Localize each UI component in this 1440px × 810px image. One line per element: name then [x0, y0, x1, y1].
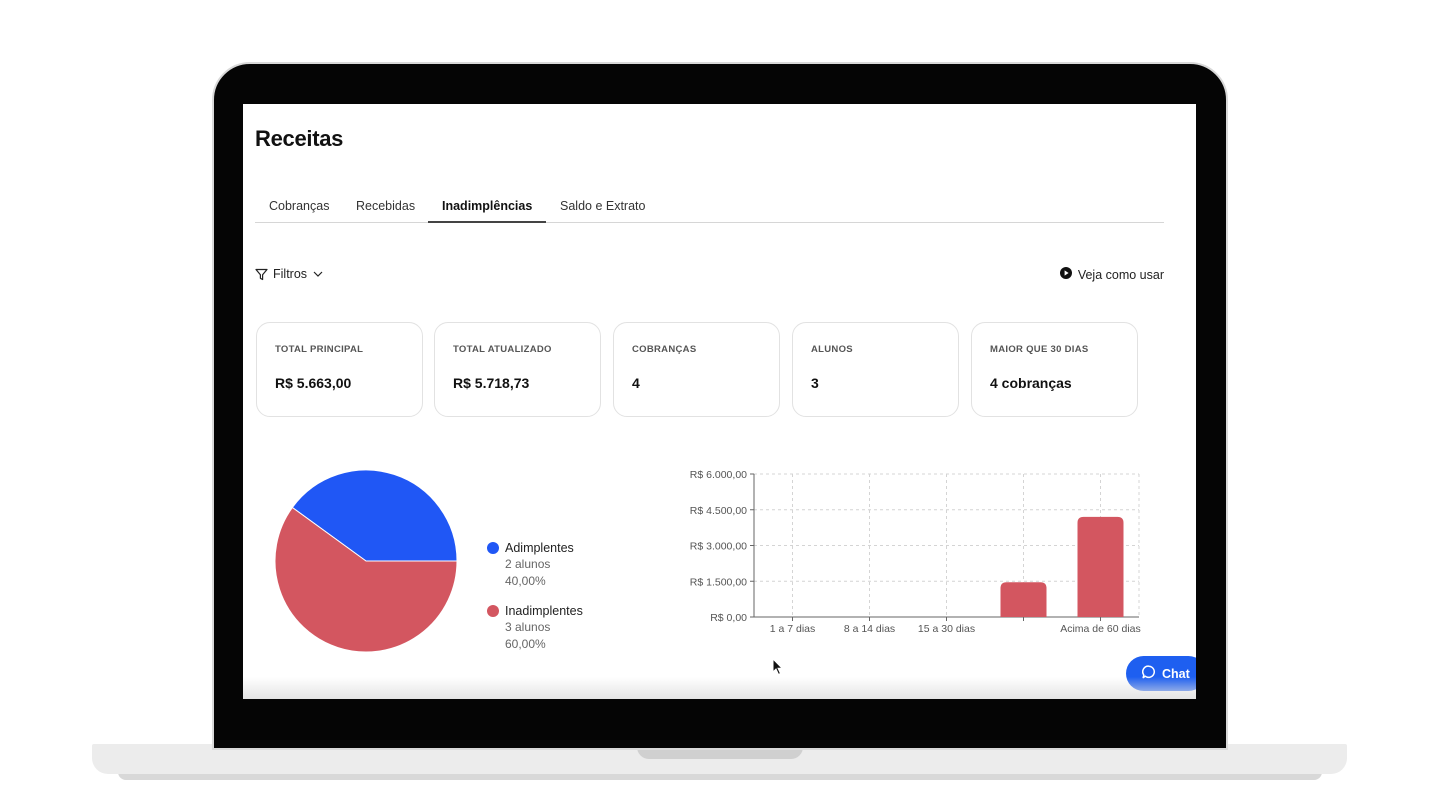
legend-item-adimplentes: Adimplentes 2 alunos 40,00%: [487, 540, 583, 590]
legend-name: Inadimplentes: [505, 604, 583, 618]
laptop-base-shadow: [118, 772, 1322, 780]
card-value: 4 cobranças: [990, 375, 1072, 391]
card-total-principal: TOTAL PRINCIPAL R$ 5.663,00: [256, 322, 423, 417]
legend-count: 2 alunos: [505, 557, 551, 571]
y-tick-label: R$ 3.000,00: [690, 541, 747, 553]
legend-dot-icon: [487, 542, 499, 554]
how-to-use-link[interactable]: Veja como usar: [1059, 267, 1164, 282]
card-value: 4: [632, 375, 640, 391]
legend-dot-icon: [487, 605, 499, 617]
pie-slice-adimplentes[interactable]: [291, 469, 458, 562]
tab-cobrancas[interactable]: Cobranças: [269, 199, 330, 213]
tab-recebidas[interactable]: Recebidas: [356, 199, 416, 213]
y-tick-label: R$ 0,00: [710, 612, 747, 624]
card-cobrancas: COBRANÇAS 4: [613, 322, 780, 417]
y-tick-label: R$ 6.000,00: [690, 469, 747, 481]
filters-label: Filtros: [273, 267, 308, 281]
card-label: ALUNOS: [811, 344, 853, 355]
card-label: TOTAL ATUALIZADO: [453, 344, 552, 355]
legend-percent: 60,00%: [505, 637, 546, 651]
legend-count: 3 alunos: [505, 620, 551, 634]
legend-percent: 40,00%: [505, 574, 546, 588]
bar-chart: R$ 0,00 R$ 1.500,00 R$ 3.000,00 R$ 4.500,00…: [690, 469, 1141, 635]
card-value: R$ 5.718,73: [453, 375, 530, 391]
app-screen: Receitas Cobranças Recebidas Inadimplênc…: [243, 104, 1196, 699]
legend-name: Adimplentes: [505, 541, 574, 555]
card-label: COBRANÇAS: [632, 344, 697, 355]
y-tick-label: R$ 4.500,00: [690, 505, 747, 517]
chat-bubble-icon: [1142, 665, 1156, 682]
page-title: Receitas: [255, 126, 344, 151]
mouse-cursor-icon: [772, 658, 784, 676]
card-label: MAIOR QUE 30 DIAS: [990, 344, 1089, 355]
pie-slice-inadimplentes[interactable]: [274, 506, 458, 653]
filter-icon: [255, 268, 268, 281]
x-tick-label: 15 a 30 dias: [918, 623, 975, 635]
screen-bottom-fade: [243, 677, 1196, 699]
how-to-use-label: Veja como usar: [1077, 267, 1164, 282]
card-label: TOTAL PRINCIPAL: [275, 344, 364, 355]
x-tick-label: 1 a 7 dias: [770, 623, 816, 635]
card-value: R$ 5.663,00: [275, 375, 352, 391]
card-value: 3: [811, 375, 819, 391]
filters-button[interactable]: Filtros: [255, 267, 324, 281]
bar-4[interactable]: [1000, 582, 1047, 617]
x-tick-label: Acima de 60 dias: [1060, 623, 1141, 635]
card-total-atualizado: TOTAL ATUALIZADO R$ 5.718,73: [434, 322, 601, 417]
tab-saldo-extrato[interactable]: Saldo e Extrato: [560, 199, 646, 213]
tab-bar: Cobranças Recebidas Inadimplências Saldo…: [255, 192, 1164, 223]
card-alunos: ALUNOS 3: [792, 322, 959, 417]
active-tab-indicator: [428, 221, 546, 223]
bar-5[interactable]: [1077, 516, 1124, 617]
pie-legend: Adimplentes 2 alunos 40,00% Inadimplente…: [487, 540, 583, 666]
card-maior-30-dias: MAIOR QUE 30 DIAS 4 cobranças: [971, 322, 1138, 417]
y-tick-label: R$ 1.500,00: [690, 576, 747, 588]
play-circle-icon: [1059, 267, 1072, 282]
pie-chart: [274, 469, 458, 653]
legend-item-inadimplentes: Inadimplentes 3 alunos 60,00%: [487, 603, 583, 653]
chevron-down-icon: [312, 268, 324, 280]
tab-inadimplencias[interactable]: Inadimplências: [442, 199, 533, 213]
x-tick-label: 8 a 14 dias: [844, 623, 895, 635]
